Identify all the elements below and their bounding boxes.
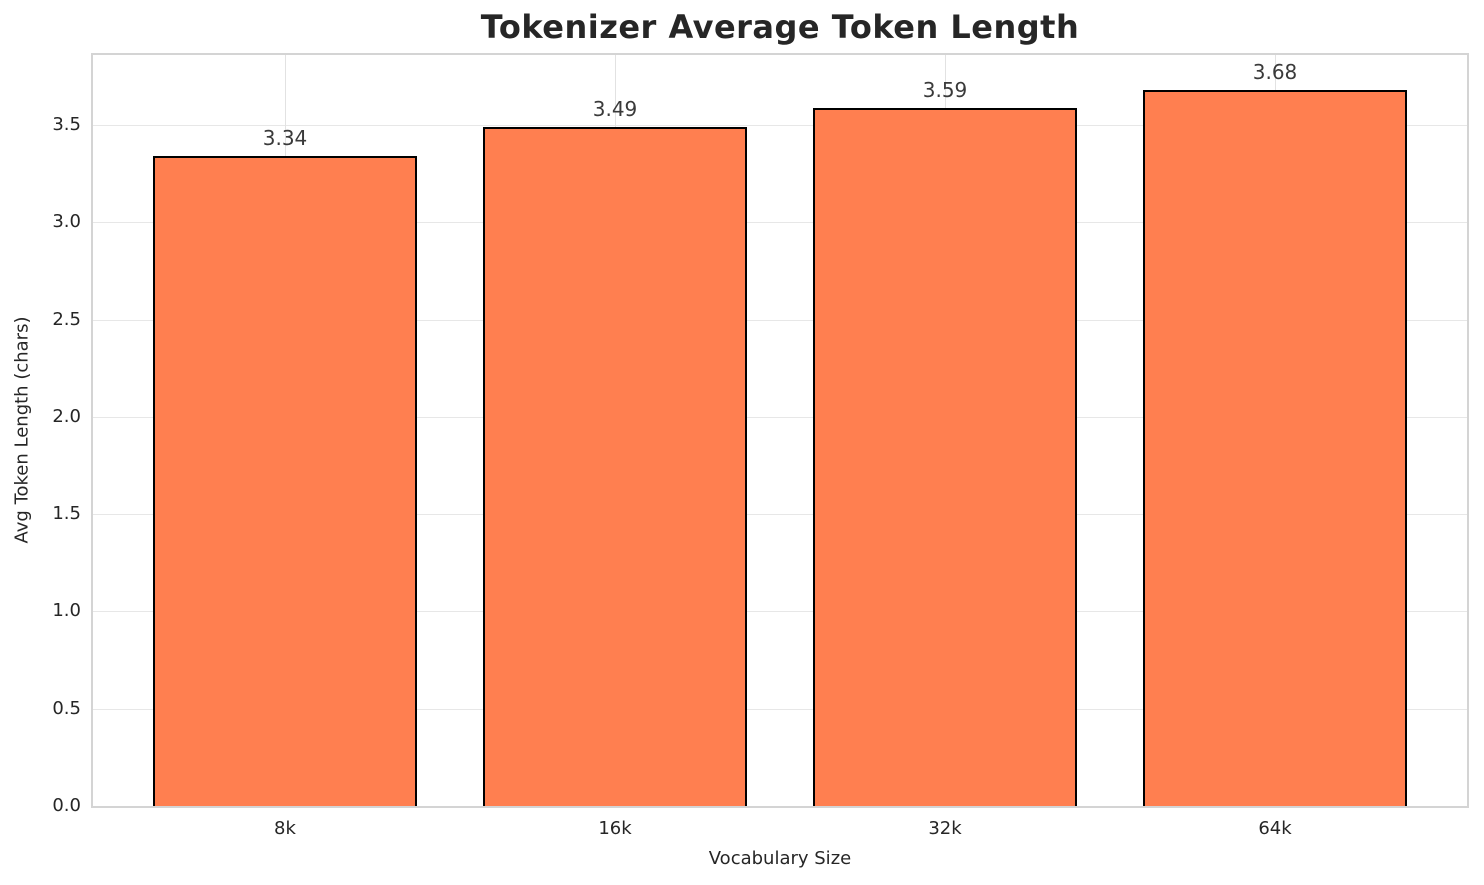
x-tick-label: 32k: [928, 818, 962, 839]
y-tick-label: 1.0: [52, 600, 81, 622]
y-tick-label: 3.0: [52, 211, 81, 233]
y-gridline: [93, 708, 1467, 710]
y-tick-label: 2.0: [52, 405, 81, 427]
bar-32k: [813, 107, 1077, 806]
y-tick-label: 0.5: [52, 697, 81, 719]
bar-64k: [1143, 90, 1407, 806]
plot-area: 3.34 3.49 3.59 3.68: [91, 53, 1469, 808]
y-gridline: [93, 416, 1467, 418]
x-tick-label: 64k: [1258, 818, 1292, 839]
y-gridline: [93, 514, 1467, 516]
bar-value-label: 3.68: [1252, 60, 1298, 85]
x-tick-label: 8k: [274, 818, 296, 839]
y-gridline: [93, 319, 1467, 321]
y-gridline: [93, 611, 1467, 613]
x-axis-label: Vocabulary Size: [708, 848, 852, 869]
y-gridline: [93, 222, 1467, 224]
x-tick-label: 16k: [598, 818, 632, 839]
y-gridline: [93, 125, 1467, 127]
y-tick-label: 0.0: [52, 795, 81, 816]
bar-8k: [153, 156, 417, 806]
bar-value-label: 3.34: [262, 126, 308, 151]
bar-value-label: 3.49: [592, 97, 638, 121]
y-tick-label: 3.5: [52, 114, 81, 136]
bar-16k: [483, 127, 747, 806]
y-tick-label: 2.5: [52, 308, 81, 330]
y-tick-label: 1.5: [52, 503, 81, 525]
chart-title: Tokenizer Average Token Length: [480, 8, 1080, 46]
bar-value-label: 3.59: [922, 77, 968, 102]
